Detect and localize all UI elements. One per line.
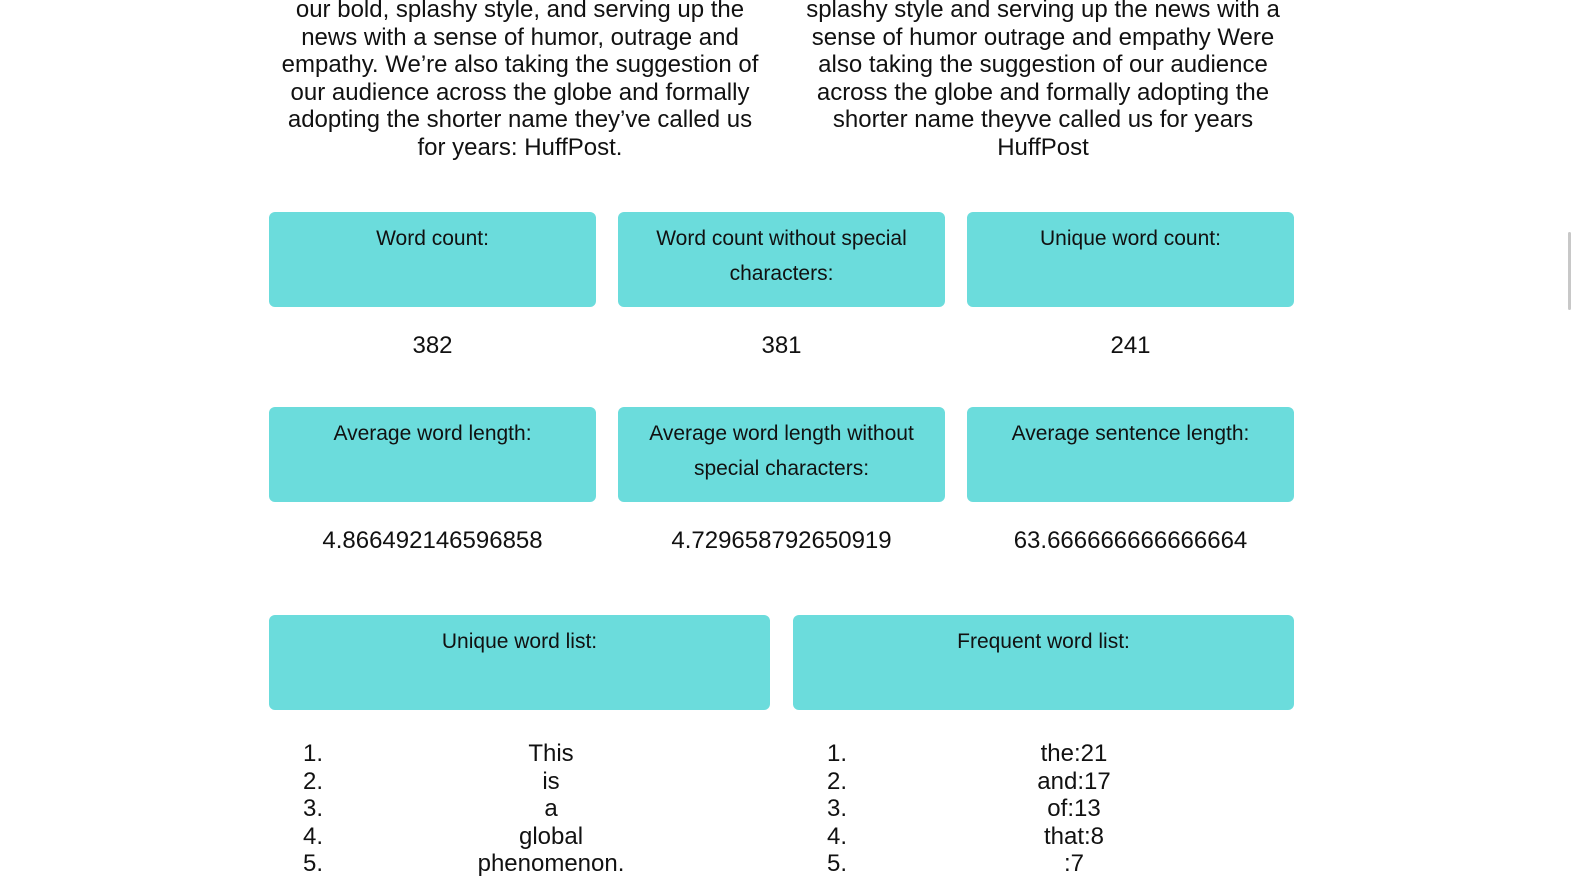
list-item: 1. This	[303, 740, 773, 768]
avg-word-length-header: Average word length:	[269, 407, 596, 502]
list-item: 5. phenomenon.	[303, 850, 773, 878]
list-item-number: 2.	[827, 767, 848, 795]
list-item: 4. global	[303, 823, 773, 851]
scrollbar-thumb[interactable]	[1568, 232, 1571, 310]
list-item-number: 1.	[827, 740, 848, 767]
unique-word-count-header: Unique word count:	[967, 212, 1294, 307]
avg-word-length-no-special-value: 4.729658792650919	[671, 527, 892, 554]
list-item-number: 3.	[827, 795, 848, 823]
list-item-word: :7	[1063, 850, 1084, 878]
list-item-word: of:13	[1047, 795, 1101, 823]
list-item: 2. and:17	[827, 768, 1297, 796]
unique-word-count-value: 241	[1110, 332, 1151, 359]
input-text-original: our bold, splashy style, and serving up …	[270, 0, 770, 162]
list-item-word: the:21	[1040, 740, 1108, 767]
text-line: our bold, splashy style, and serving up …	[295, 0, 745, 23]
frequent-word-list-header: Frequent word list:	[793, 615, 1294, 710]
list-item-number: 4.	[827, 822, 848, 850]
list-item-number: 1.	[303, 740, 324, 767]
unique-word-list-header: Unique word list:	[269, 615, 770, 710]
avg-sentence-length-header: Average sentence length:	[967, 407, 1294, 502]
vertical-scrollbar[interactable]	[1564, 0, 1584, 894]
word-count-no-special-header: Word count without special characters:	[618, 212, 945, 307]
text-line: across the globe and formally adopting t…	[816, 78, 1270, 106]
list-item-word: phenomenon.	[477, 850, 625, 878]
input-text-cleaned: splashy style and serving up the news wi…	[795, 0, 1291, 162]
list-item-word: is	[542, 767, 560, 795]
list-item: 3. a	[303, 795, 773, 823]
avg-sentence-length-value: 63.666666666666664	[1013, 527, 1248, 554]
word-count-value: 382	[412, 332, 453, 359]
text-line: empathy. We’re also taking the suggestio…	[281, 51, 759, 79]
word-count-no-special-value: 381	[761, 332, 802, 359]
text-line: HuffPost	[997, 133, 1089, 161]
list-item: 5. :7	[827, 850, 1297, 878]
list-item-word: This	[528, 740, 574, 767]
text-line: splashy style and serving up the news wi…	[806, 0, 1280, 23]
list-item-number: 5.	[303, 850, 324, 878]
list-item-number: 5.	[827, 850, 848, 878]
frequent-word-list: 1. the:21 2. and:17 3. of:13 4. that:8 5…	[827, 740, 1297, 878]
list-item-word: a	[544, 795, 558, 823]
list-item: 3. of:13	[827, 795, 1297, 823]
list-item: 4. that:8	[827, 823, 1297, 851]
unique-word-list: 1. This 2. is 3. a 4. global 5. phenomen…	[303, 740, 773, 878]
list-item-number: 3.	[303, 795, 324, 823]
text-line: news with a sense of humor, outrage and	[301, 23, 739, 51]
text-line: shorter name theyve called us for years	[832, 106, 1254, 134]
list-item-number: 4.	[303, 822, 324, 850]
list-item: 1. the:21	[827, 740, 1297, 768]
list-item-number: 2.	[303, 767, 324, 795]
text-line: sense of humor outrage and empathy Were	[811, 23, 1275, 51]
text-line: for years: HuffPost.	[417, 133, 623, 161]
list-item: 2. is	[303, 768, 773, 796]
text-line: adopting the shorter name they’ve called…	[287, 106, 753, 134]
list-item-word: and:17	[1037, 767, 1111, 795]
text-line: our audience across the globe and formal…	[290, 78, 750, 106]
list-item-word: global	[518, 822, 584, 850]
list-item-word: that:8	[1043, 822, 1105, 850]
word-count-header: Word count:	[269, 212, 596, 307]
avg-word-length-no-special-header: Average word length without special char…	[618, 407, 945, 502]
text-line: also taking the suggestion of our audien…	[818, 51, 1268, 79]
avg-word-length-value: 4.866492146596858	[322, 527, 543, 554]
